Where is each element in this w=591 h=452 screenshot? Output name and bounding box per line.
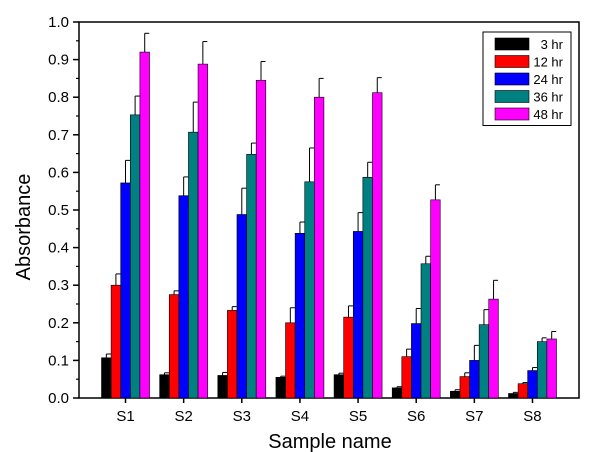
bar-s4-48hr — [314, 96, 325, 399]
legend-swatch — [494, 55, 530, 68]
y-tick-label: 0.9 — [48, 52, 69, 69]
bar-s4-3hr — [275, 377, 286, 399]
legend-swatch — [494, 107, 530, 121]
y-tick-label: 0.0 — [48, 390, 69, 407]
bar-s3-36hr — [246, 154, 257, 399]
x-tick-label: S2 — [174, 408, 192, 425]
bar-s5-24hr — [352, 231, 364, 399]
bar-s2-24hr — [178, 195, 189, 399]
bar-s3-3hr — [217, 375, 228, 399]
legend-swatch — [494, 72, 530, 86]
bar-s8-24hr — [527, 370, 538, 399]
bar-s6-12hr — [401, 356, 412, 399]
y-tick-label: 0.8 — [48, 89, 69, 106]
bar-s6-3hr — [391, 387, 403, 399]
y-tick-label: 1.0 — [48, 14, 69, 31]
bar-s5-48hr — [372, 92, 383, 399]
bar-s6-36hr — [420, 263, 431, 399]
x-tick-label: S4 — [291, 408, 309, 425]
x-tick-label: S8 — [523, 408, 541, 425]
bar-s5-12hr — [343, 316, 354, 399]
bar-s8-48hr — [546, 338, 557, 399]
bar-s7-48hr — [488, 298, 499, 399]
bar-s2-3hr — [159, 374, 170, 399]
bar-s7-3hr — [450, 390, 461, 399]
bar-s8-12hr — [517, 383, 528, 399]
bar-s4-36hr — [304, 181, 315, 399]
y-tick-label: 0.2 — [48, 315, 69, 332]
bar-s7-24hr — [469, 360, 480, 399]
y-tick-label: 0.3 — [48, 277, 69, 294]
legend-label: 48 hr — [533, 107, 563, 122]
bar-s8-3hr — [508, 393, 519, 399]
bar-s1-48hr — [139, 51, 150, 399]
bar-s5-36hr — [362, 176, 373, 399]
y-tick-label: 0.6 — [48, 164, 69, 181]
bar-s8-36hr — [536, 341, 548, 399]
bar-s3-48hr — [255, 79, 267, 399]
x-tick-label: S5 — [349, 408, 367, 425]
legend-label: 36 hr — [533, 90, 563, 105]
bar-s1-36hr — [130, 114, 141, 399]
legend-label: 3 hr — [541, 37, 564, 52]
bar-s3-12hr — [227, 310, 238, 399]
bar-s7-12hr — [459, 376, 470, 399]
x-axis-title: Sample name — [268, 431, 391, 452]
bar-s7-36hr — [478, 324, 490, 399]
bar-s1-12hr — [110, 284, 122, 399]
y-axis-title: Absorbance — [13, 174, 35, 281]
legend-label: 24 hr — [533, 72, 563, 87]
bar-s3-24hr — [236, 214, 247, 399]
x-tick-label: S3 — [233, 408, 251, 425]
bar-s1-24hr — [120, 182, 131, 399]
legend-label: 12 hr — [533, 55, 563, 70]
plot-area: 0.0 0.1 0.2 0.3 0.4 0.5 0.6 0.7 0.8 0.9 1.0 S1 S2 S3 S… — [48, 14, 580, 425]
bar-s4-12hr — [285, 322, 296, 399]
bar-s2-12hr — [168, 294, 180, 399]
y-tick-label: 0.5 — [48, 202, 69, 219]
bar-s1-3hr — [101, 357, 112, 399]
bar-s2-36hr — [188, 131, 199, 399]
x-tick-label: S7 — [465, 408, 483, 425]
legend-swatch — [494, 37, 530, 51]
y-tick-label: 0.7 — [48, 127, 69, 144]
bar-s4-24hr — [294, 233, 306, 399]
bar-s2-48hr — [197, 63, 208, 399]
x-tick-label: S1 — [116, 408, 134, 425]
legend-swatch — [494, 90, 530, 103]
y-tick-label: 0.1 — [48, 352, 69, 369]
bar-s6-24hr — [411, 323, 422, 399]
bar-s6-48hr — [430, 199, 441, 399]
y-tick-label: 0.4 — [48, 240, 69, 257]
x-tick-label: S6 — [407, 408, 425, 425]
bar-s5-3hr — [333, 374, 344, 399]
